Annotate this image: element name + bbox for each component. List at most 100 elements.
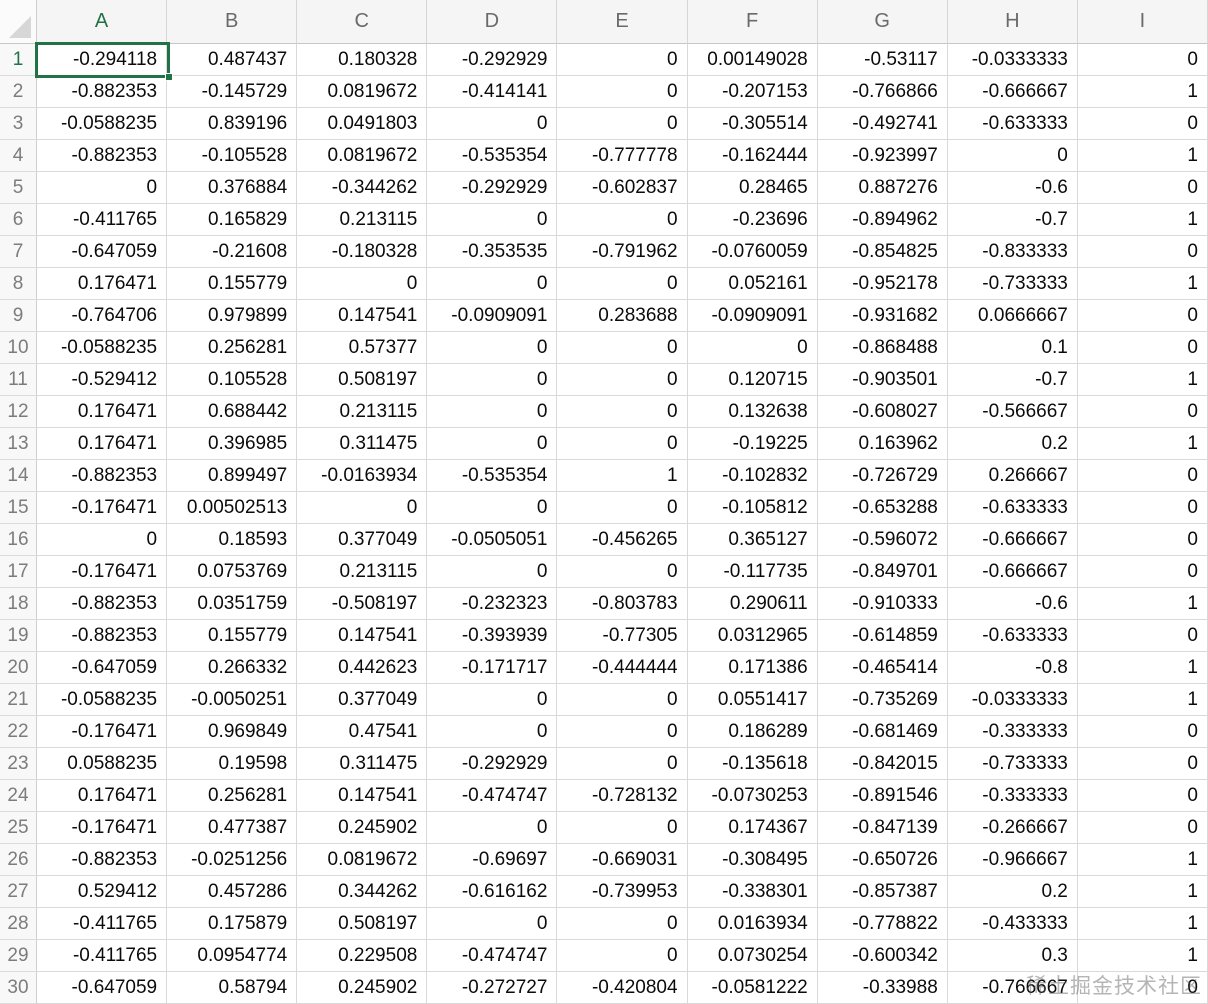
cell-D11[interactable]: 0 [427, 364, 558, 396]
cell-B24[interactable]: 0.256281 [167, 780, 298, 812]
cell-G1[interactable]: -0.53117 [817, 44, 948, 76]
cell-H12[interactable]: -0.566667 [947, 396, 1078, 428]
cell-B18[interactable]: 0.0351759 [167, 588, 298, 620]
cell-E19[interactable]: -0.77305 [557, 620, 688, 652]
cell-B30[interactable]: 0.58794 [167, 972, 298, 1004]
cell-A3[interactable]: -0.0588235 [37, 108, 168, 140]
cell-D2[interactable]: -0.414141 [427, 76, 558, 108]
cell-C14[interactable]: -0.0163934 [297, 460, 428, 492]
row-header-8[interactable]: 8 [0, 268, 37, 300]
column-header-E[interactable]: E [557, 0, 688, 44]
cell-I15[interactable]: 0 [1077, 492, 1208, 524]
cell-C28[interactable]: 0.508197 [297, 908, 428, 940]
cell-G2[interactable]: -0.766866 [817, 76, 948, 108]
cell-F17[interactable]: -0.117735 [687, 556, 818, 588]
cell-A25[interactable]: -0.176471 [37, 812, 168, 844]
cell-F1[interactable]: 0.00149028 [687, 44, 818, 76]
cell-G10[interactable]: -0.868488 [817, 332, 948, 364]
cell-A16[interactable]: 0 [37, 524, 168, 556]
cell-H4[interactable]: 0 [947, 140, 1078, 172]
cell-G16[interactable]: -0.596072 [817, 524, 948, 556]
cell-E17[interactable]: 0 [557, 556, 688, 588]
cell-B19[interactable]: 0.155779 [167, 620, 298, 652]
cell-H19[interactable]: -0.633333 [947, 620, 1078, 652]
cell-F28[interactable]: 0.0163934 [687, 908, 818, 940]
cell-I18[interactable]: 1 [1077, 588, 1208, 620]
cell-I23[interactable]: 0 [1077, 748, 1208, 780]
cell-C9[interactable]: 0.147541 [297, 300, 428, 332]
row-header-29[interactable]: 29 [0, 940, 37, 972]
cell-C27[interactable]: 0.344262 [297, 876, 428, 908]
cell-E28[interactable]: 0 [557, 908, 688, 940]
cell-H14[interactable]: 0.266667 [947, 460, 1078, 492]
cell-F25[interactable]: 0.174367 [687, 812, 818, 844]
cell-G6[interactable]: -0.894962 [817, 204, 948, 236]
cell-A15[interactable]: -0.176471 [37, 492, 168, 524]
cell-F7[interactable]: -0.0760059 [687, 236, 818, 268]
cell-A23[interactable]: 0.0588235 [37, 748, 168, 780]
cell-B13[interactable]: 0.396985 [167, 428, 298, 460]
cell-I28[interactable]: 1 [1077, 908, 1208, 940]
cell-H20[interactable]: -0.8 [947, 652, 1078, 684]
cell-G7[interactable]: -0.854825 [817, 236, 948, 268]
cell-D29[interactable]: -0.474747 [427, 940, 558, 972]
cell-D30[interactable]: -0.272727 [427, 972, 558, 1004]
cell-B25[interactable]: 0.477387 [167, 812, 298, 844]
column-header-D[interactable]: D [427, 0, 558, 44]
row-header-27[interactable]: 27 [0, 876, 37, 908]
cell-G14[interactable]: -0.726729 [817, 460, 948, 492]
cell-A2[interactable]: -0.882353 [37, 76, 168, 108]
cell-B26[interactable]: -0.0251256 [167, 844, 298, 876]
cell-C4[interactable]: 0.0819672 [297, 140, 428, 172]
cell-D12[interactable]: 0 [427, 396, 558, 428]
cell-D20[interactable]: -0.171717 [427, 652, 558, 684]
cell-D10[interactable]: 0 [427, 332, 558, 364]
cell-G30[interactable]: -0.33988 [817, 972, 948, 1004]
cell-I26[interactable]: 1 [1077, 844, 1208, 876]
cell-H9[interactable]: 0.0666667 [947, 300, 1078, 332]
cell-F30[interactable]: -0.0581222 [687, 972, 818, 1004]
cell-E6[interactable]: 0 [557, 204, 688, 236]
cell-C2[interactable]: 0.0819672 [297, 76, 428, 108]
cell-D23[interactable]: -0.292929 [427, 748, 558, 780]
cell-A22[interactable]: -0.176471 [37, 716, 168, 748]
cell-G9[interactable]: -0.931682 [817, 300, 948, 332]
cell-H1[interactable]: -0.0333333 [947, 44, 1078, 76]
cell-B23[interactable]: 0.19598 [167, 748, 298, 780]
cell-D16[interactable]: -0.0505051 [427, 524, 558, 556]
cell-G28[interactable]: -0.778822 [817, 908, 948, 940]
cell-I5[interactable]: 0 [1077, 172, 1208, 204]
cell-F15[interactable]: -0.105812 [687, 492, 818, 524]
cell-I8[interactable]: 1 [1077, 268, 1208, 300]
row-header-18[interactable]: 18 [0, 588, 37, 620]
cell-G18[interactable]: -0.910333 [817, 588, 948, 620]
cell-I1[interactable]: 0 [1077, 44, 1208, 76]
cell-H17[interactable]: -0.666667 [947, 556, 1078, 588]
row-header-19[interactable]: 19 [0, 620, 37, 652]
cell-E25[interactable]: 0 [557, 812, 688, 844]
row-header-24[interactable]: 24 [0, 780, 37, 812]
cell-F13[interactable]: -0.19225 [687, 428, 818, 460]
cell-D19[interactable]: -0.393939 [427, 620, 558, 652]
cell-D24[interactable]: -0.474747 [427, 780, 558, 812]
cell-A10[interactable]: -0.0588235 [37, 332, 168, 364]
cell-E7[interactable]: -0.791962 [557, 236, 688, 268]
cell-E15[interactable]: 0 [557, 492, 688, 524]
row-header-2[interactable]: 2 [0, 76, 37, 108]
cell-D22[interactable]: 0 [427, 716, 558, 748]
cell-D27[interactable]: -0.616162 [427, 876, 558, 908]
cell-B15[interactable]: 0.00502513 [167, 492, 298, 524]
cell-I11[interactable]: 1 [1077, 364, 1208, 396]
cell-H8[interactable]: -0.733333 [947, 268, 1078, 300]
row-header-15[interactable]: 15 [0, 492, 37, 524]
cell-B16[interactable]: 0.18593 [167, 524, 298, 556]
row-header-26[interactable]: 26 [0, 844, 37, 876]
cell-I21[interactable]: 1 [1077, 684, 1208, 716]
cell-G27[interactable]: -0.857387 [817, 876, 948, 908]
cell-I22[interactable]: 0 [1077, 716, 1208, 748]
row-header-20[interactable]: 20 [0, 652, 37, 684]
cell-G15[interactable]: -0.653288 [817, 492, 948, 524]
cell-E13[interactable]: 0 [557, 428, 688, 460]
cell-C23[interactable]: 0.311475 [297, 748, 428, 780]
cell-E20[interactable]: -0.444444 [557, 652, 688, 684]
